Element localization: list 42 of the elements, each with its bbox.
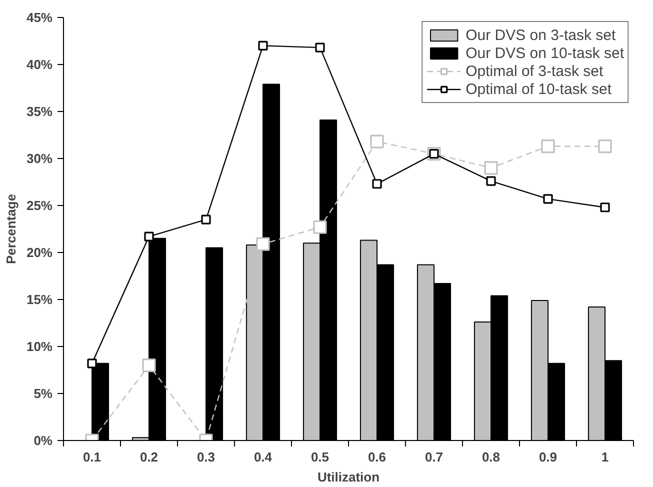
x-tick-label: 0.3 — [196, 450, 216, 464]
legend-label: Our DVS on 3-task set — [466, 26, 616, 44]
x-tick-label: 0.5 — [310, 450, 330, 464]
point — [201, 214, 211, 224]
point — [598, 139, 612, 154]
x-tick-label: 0.4 — [254, 450, 273, 464]
y-tick-label: 5% — [34, 386, 53, 401]
y-tick-label: 30% — [26, 151, 53, 166]
legend-label: Optimal of 10-task set — [466, 80, 612, 98]
point — [142, 358, 156, 372]
point — [600, 202, 610, 212]
point — [256, 237, 270, 251]
point — [370, 134, 384, 148]
point — [543, 194, 553, 204]
point — [144, 232, 154, 242]
point — [484, 161, 498, 175]
y-tick-label: 0% — [34, 433, 53, 448]
x-tick-label: 0.6 — [368, 450, 386, 464]
y-axis-title: Percentage — [3, 194, 18, 264]
x-axis-title: Utilization — [317, 470, 380, 484]
x-tick-label: 0.7 — [424, 450, 444, 464]
point — [258, 40, 268, 50]
y-tick-label: 25% — [26, 198, 53, 213]
point — [315, 42, 325, 52]
legend-label: Optimal of 3-task set — [466, 62, 604, 80]
y-tick-label: 15% — [26, 292, 53, 307]
point — [486, 176, 496, 186]
x-tick-label: 0.9 — [538, 450, 558, 464]
point — [541, 139, 555, 154]
point — [372, 179, 382, 189]
x-tick-label: 0.1 — [82, 450, 102, 464]
y-tick-label: 20% — [26, 245, 53, 260]
point — [313, 220, 327, 234]
x-tick-label: 0.2 — [140, 450, 158, 464]
point — [87, 358, 97, 368]
y-tick-label: 35% — [26, 104, 53, 119]
x-tick-label: 0.8 — [482, 450, 500, 464]
y-tick-label: 45% — [26, 10, 53, 25]
y-tick-label: 10% — [26, 339, 53, 354]
y-tick-label: 40% — [26, 57, 53, 72]
legend-label: Our DVS on 10-task set — [466, 44, 624, 62]
x-tick-label: 1 — [601, 450, 609, 464]
